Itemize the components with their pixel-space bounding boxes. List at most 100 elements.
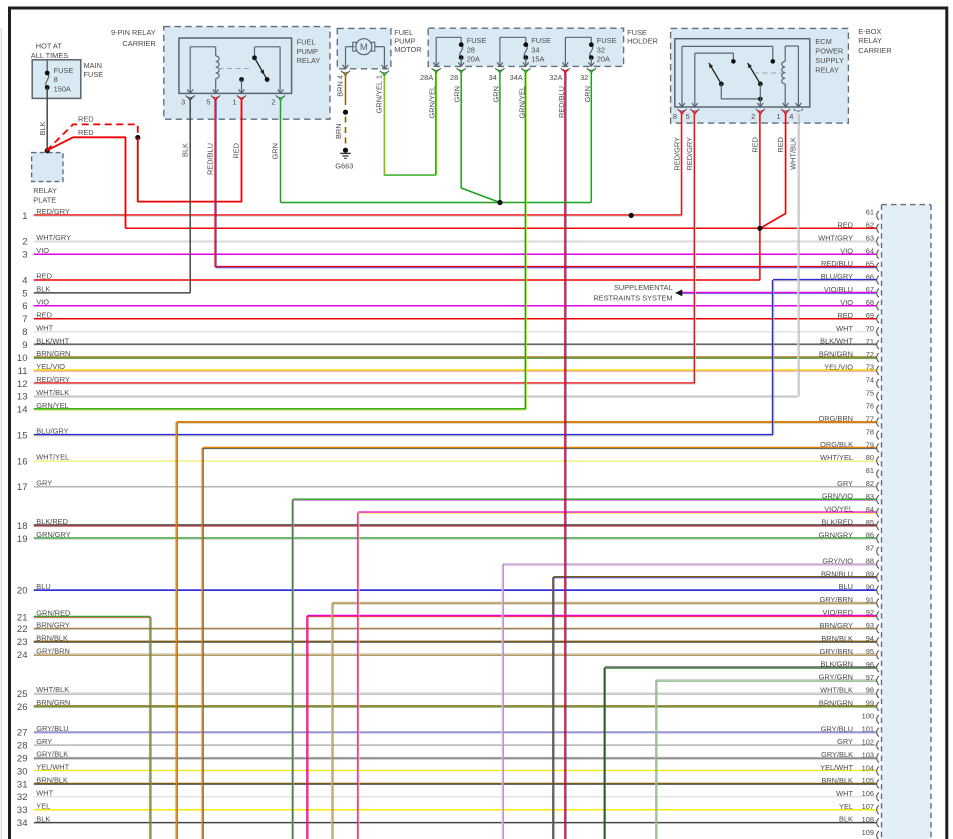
svg-text:YEL/WHT: YEL/WHT [36, 763, 69, 772]
svg-text:BRN/BLK: BRN/BLK [36, 776, 68, 785]
svg-text:RED/GRY: RED/GRY [36, 207, 70, 216]
svg-text:GRN: GRN [271, 143, 280, 159]
svg-text:98: 98 [866, 686, 874, 695]
svg-text:BLU/GRY: BLU/GRY [36, 427, 68, 436]
svg-text:75: 75 [866, 389, 874, 398]
svg-text:BLU: BLU [36, 582, 50, 591]
svg-text:80: 80 [866, 453, 874, 462]
svg-text:94: 94 [866, 634, 874, 643]
svg-text:34A: 34A [510, 73, 523, 82]
svg-text:G663: G663 [335, 162, 353, 171]
svg-text:20A: 20A [597, 55, 610, 64]
svg-text:YEL/VIO: YEL/VIO [824, 363, 853, 372]
svg-text:SUPPLY: SUPPLY [815, 56, 844, 65]
svg-text:34: 34 [489, 73, 497, 82]
svg-text:28A: 28A [420, 73, 433, 82]
svg-text:28: 28 [17, 741, 28, 752]
svg-text:RED: RED [36, 311, 52, 320]
svg-text:GRN/RED: GRN/RED [36, 609, 70, 618]
svg-text:YEL/VIO: YEL/VIO [36, 362, 65, 371]
svg-text:YEL: YEL [839, 802, 853, 811]
svg-text:16: 16 [17, 456, 28, 467]
svg-text:GRY/BRN: GRY/BRN [36, 646, 70, 655]
svg-text:24: 24 [17, 650, 28, 661]
svg-text:HOT AT: HOT AT [36, 42, 62, 51]
svg-text:GRN: GRN [491, 86, 500, 102]
svg-text:GRN/GRY: GRN/GRY [36, 530, 70, 539]
svg-text:GRY/GRN: GRY/GRN [819, 673, 853, 682]
svg-text:WHT/GRY: WHT/GRY [818, 233, 853, 242]
svg-text:BLU/GRY: BLU/GRY [821, 272, 853, 281]
svg-text:GRN/YEL: GRN/YEL [517, 86, 526, 118]
svg-text:34: 34 [17, 818, 28, 829]
svg-text:76: 76 [866, 402, 874, 411]
svg-text:WHT: WHT [36, 789, 53, 798]
svg-text:82: 82 [866, 479, 874, 488]
svg-text:BRN/GRY: BRN/GRY [36, 621, 70, 630]
svg-text:84: 84 [866, 505, 874, 514]
svg-text:RED: RED [776, 137, 785, 153]
svg-text:MOTOR: MOTOR [394, 45, 421, 54]
svg-text:GRY: GRY [36, 478, 52, 487]
svg-text:70: 70 [866, 324, 874, 333]
svg-text:ALL TIMES: ALL TIMES [31, 51, 68, 60]
svg-text:28: 28 [467, 45, 475, 54]
svg-text:E-BOX: E-BOX [858, 27, 881, 36]
svg-text:5: 5 [22, 288, 27, 299]
svg-text:26: 26 [17, 702, 28, 713]
svg-text:WHT/BLK: WHT/BLK [36, 685, 69, 694]
svg-text:28: 28 [450, 73, 458, 82]
svg-text:108: 108 [862, 815, 874, 824]
svg-text:WHT/BLK: WHT/BLK [789, 137, 798, 170]
svg-text:95: 95 [866, 647, 874, 656]
svg-text:19: 19 [17, 534, 28, 545]
svg-text:FUSE: FUSE [467, 36, 487, 45]
svg-text:64: 64 [866, 247, 874, 256]
svg-text:32: 32 [597, 45, 605, 54]
svg-text:GRN/VIO: GRN/VIO [822, 492, 853, 501]
svg-text:SUPPLEMENTAL: SUPPLEMENTAL [614, 283, 673, 292]
svg-text:77: 77 [866, 414, 874, 423]
svg-text:104: 104 [862, 763, 874, 772]
svg-text:GRN: GRN [453, 86, 462, 102]
svg-text:8: 8 [54, 75, 58, 84]
svg-text:ORG/BRN: ORG/BRN [819, 414, 854, 423]
svg-text:BRN/BLU: BRN/BLU [821, 569, 853, 578]
svg-text:18: 18 [17, 521, 28, 532]
svg-text:23: 23 [17, 637, 28, 648]
svg-text:101: 101 [862, 725, 874, 734]
svg-text:78: 78 [866, 427, 874, 436]
svg-text:97: 97 [866, 673, 874, 682]
svg-text:VIO/RED: VIO/RED [823, 608, 853, 617]
svg-text:YEL: YEL [36, 801, 50, 810]
svg-text:93: 93 [866, 621, 874, 630]
svg-text:107: 107 [862, 802, 874, 811]
svg-text:WHT: WHT [836, 789, 853, 798]
svg-text:VIO: VIO [840, 298, 853, 307]
svg-text:BLK: BLK [180, 143, 189, 157]
svg-text:29: 29 [17, 753, 28, 764]
svg-text:ECM: ECM [815, 37, 831, 46]
svg-text:65: 65 [866, 259, 874, 268]
svg-text:GRN/YEL: GRN/YEL [36, 401, 68, 410]
svg-text:67: 67 [866, 285, 874, 294]
svg-text:FUEL: FUEL [394, 28, 413, 37]
svg-text:RESTRAINTS SYSTEM: RESTRAINTS SYSTEM [593, 294, 672, 303]
svg-text:63: 63 [866, 234, 874, 243]
svg-text:WHT/YEL: WHT/YEL [36, 453, 69, 462]
svg-text:YEL/WHT: YEL/WHT [820, 763, 853, 772]
svg-text:150A: 150A [54, 85, 71, 94]
svg-text:34: 34 [531, 45, 539, 54]
svg-text:21: 21 [17, 612, 28, 623]
svg-text:VIO: VIO [840, 246, 853, 255]
svg-text:62: 62 [866, 221, 874, 230]
svg-text:71: 71 [866, 337, 874, 346]
svg-text:2: 2 [751, 112, 755, 121]
svg-text:WHT: WHT [836, 324, 853, 333]
svg-text:102: 102 [862, 737, 874, 746]
svg-text:MAIN: MAIN [84, 61, 102, 70]
svg-text:10: 10 [17, 353, 28, 364]
svg-text:GRY/BLK: GRY/BLK [821, 750, 853, 759]
svg-text:GRY/BRN: GRY/BRN [819, 647, 853, 656]
svg-text:BLK: BLK [839, 815, 853, 824]
